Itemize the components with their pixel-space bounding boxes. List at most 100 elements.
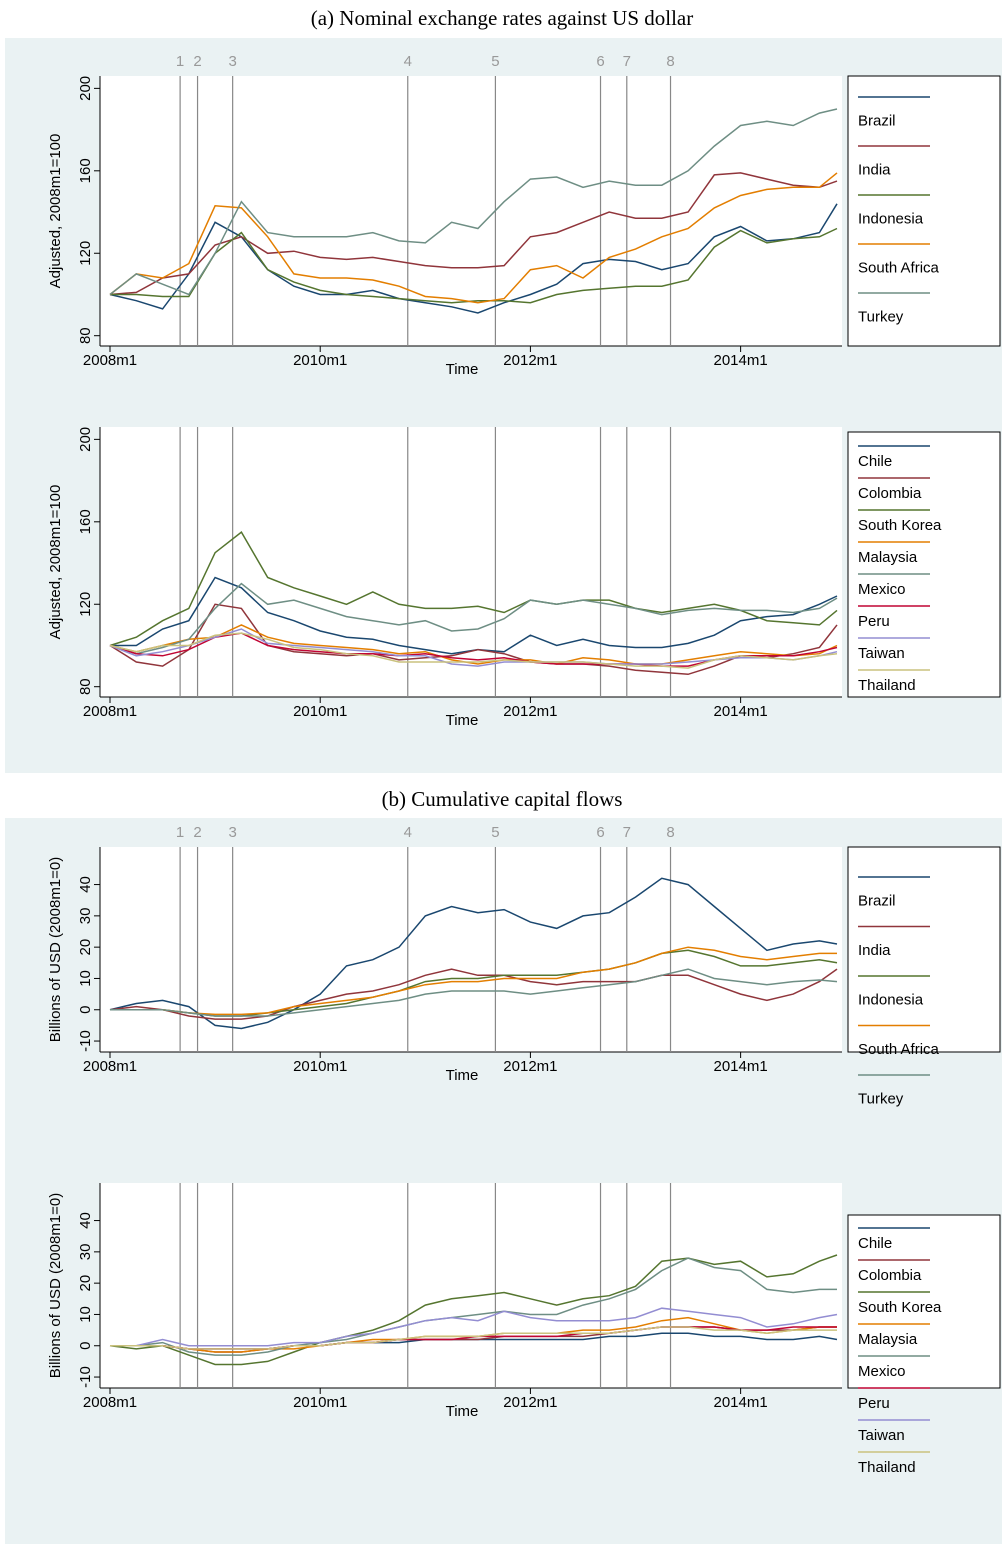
event-label: 6 (596, 53, 604, 70)
legend-label: Thailand (858, 1459, 916, 1476)
event-label: 5 (491, 53, 499, 70)
legend-label: India (858, 942, 891, 959)
event-label: 4 (404, 824, 412, 841)
y-tick-label: 160 (77, 158, 94, 183)
x-axis-title: Time (446, 1403, 479, 1420)
plot-area (100, 427, 842, 697)
legend-label: Brazil (858, 112, 896, 129)
event-label: 3 (228, 824, 236, 841)
event-label: 1 (176, 53, 184, 70)
legend-label: Chile (858, 1235, 892, 1252)
x-axis-title: Time (446, 712, 479, 729)
x-tick-label: 2012m1 (503, 352, 557, 369)
legend-label: Peru (858, 613, 890, 630)
event-label: 7 (623, 824, 631, 841)
series-line (109, 877, 838, 1030)
y-tick-label: 160 (77, 509, 94, 534)
legend-box (847, 1214, 1001, 1389)
x-tick-label: 2010m1 (293, 703, 347, 720)
legend-label: Thailand (858, 677, 916, 694)
series-line (109, 530, 838, 647)
y-axis-title: Billions of USD (2008m1=0) (47, 857, 64, 1043)
x-tick-label: 2012m1 (503, 703, 557, 720)
event-label: 6 (596, 824, 604, 841)
series-line (110, 1257, 837, 1356)
y-tick-label: 20 (77, 939, 94, 956)
event-label: 3 (228, 53, 236, 70)
y-axis-title: Billions of USD (2008m1=0) (47, 1193, 64, 1379)
series-line (109, 203, 838, 314)
y-tick-label: 200 (77, 427, 94, 452)
legend-label: Turkey (858, 1091, 904, 1108)
x-tick-label: 2014m1 (714, 703, 768, 720)
legend-label: South Korea (858, 517, 942, 534)
series-line (109, 968, 838, 1020)
x-tick-label: 2010m1 (293, 352, 347, 369)
y-tick-label: 40 (77, 1212, 94, 1229)
y-tick-label: 80 (77, 678, 94, 695)
y-tick-label: 120 (77, 241, 94, 266)
y-tick-label: -10 (77, 1030, 94, 1052)
legend-label: India (858, 161, 891, 178)
series-line (110, 968, 838, 1017)
section-title: (b) Cumulative capital flows (382, 787, 623, 811)
legend-label: Colombia (858, 1267, 922, 1284)
y-tick-label: 30 (77, 908, 94, 925)
legend-label: Malaysia (858, 549, 918, 566)
y-axis-title: Adjusted, 2008m1=100 (47, 134, 64, 289)
series-line (110, 1326, 837, 1350)
legend-label: Indonesia (858, 992, 924, 1009)
x-tick-label: 2008m1 (83, 352, 137, 369)
y-tick-label: 0 (77, 1006, 94, 1014)
legend-label: Taiwan (858, 645, 905, 662)
y-axis-title: Adjusted, 2008m1=100 (47, 485, 64, 640)
y-tick-label: 80 (77, 327, 94, 344)
legend-label: Malaysia (858, 1331, 918, 1348)
x-axis-title: Time (446, 361, 479, 378)
series-line (109, 632, 838, 669)
x-tick-label: 2008m1 (83, 703, 137, 720)
event-label: 7 (623, 53, 631, 70)
x-tick-label: 2014m1 (714, 1394, 768, 1411)
y-tick-label: 40 (77, 876, 94, 893)
legend-label: Mexico (858, 581, 906, 598)
series-line (109, 172, 838, 304)
legend-box (847, 75, 1001, 347)
x-tick-label: 2008m1 (83, 1394, 137, 1411)
y-tick-label: 200 (77, 76, 94, 101)
event-label: 8 (666, 824, 674, 841)
legend-label: Turkey (858, 308, 904, 325)
series-line (110, 946, 837, 1016)
x-tick-label: 2012m1 (503, 1394, 557, 1411)
section-title: (a) Nominal exchange rates against US do… (311, 6, 694, 30)
y-tick-label: 20 (77, 1275, 94, 1292)
legend-label: Taiwan (858, 1427, 905, 1444)
series-line (110, 1307, 838, 1347)
y-tick-label: 0 (77, 1342, 94, 1350)
plot-area (100, 76, 842, 346)
x-tick-label: 2014m1 (714, 352, 768, 369)
y-tick-label: 10 (77, 970, 94, 987)
event-label: 5 (491, 824, 499, 841)
legend-label: Brazil (858, 893, 896, 910)
legend-label: Colombia (858, 485, 922, 502)
series-line (109, 582, 838, 655)
y-tick-label: 10 (77, 1306, 94, 1323)
event-label: 2 (193, 824, 201, 841)
y-tick-label: -10 (77, 1366, 94, 1388)
legend-label: South Africa (858, 1041, 940, 1058)
x-tick-label: 2008m1 (83, 1058, 137, 1075)
series-line (109, 108, 838, 296)
series-line (109, 624, 838, 665)
x-axis-title: Time (446, 1067, 479, 1084)
y-tick-label: 30 (77, 1244, 94, 1261)
event-label: 8 (666, 53, 674, 70)
series-line (110, 227, 838, 304)
x-tick-label: 2012m1 (503, 1058, 557, 1075)
legend-box (847, 431, 1001, 698)
event-label: 1 (176, 824, 184, 841)
event-label: 2 (193, 53, 201, 70)
legend-box (847, 846, 1001, 1053)
series-line (109, 603, 838, 676)
